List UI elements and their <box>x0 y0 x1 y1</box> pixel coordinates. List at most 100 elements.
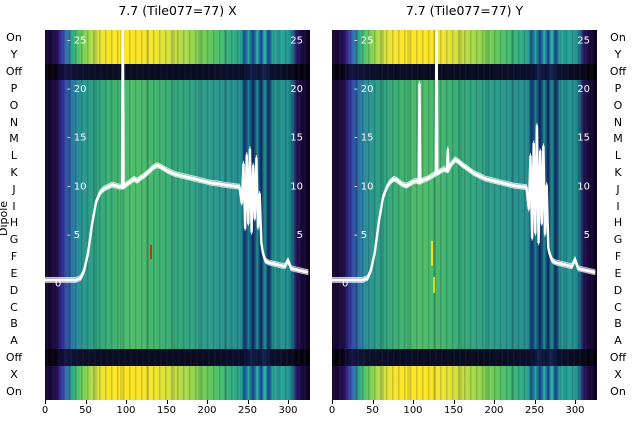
plot-title-x: 7.7 (Tile077=77) X <box>118 3 237 18</box>
x-tick-label: 100 <box>116 405 136 416</box>
heatmap-row-mid <box>45 265 310 283</box>
dipole-label-left: M <box>9 132 19 146</box>
x-tick-label: 0 <box>328 405 336 416</box>
dipole-label-right: M <box>613 132 623 146</box>
x-tick-label: 200 <box>197 405 217 416</box>
amp-tick-left: - 25 <box>67 36 87 47</box>
amp-tick-right: 15 <box>290 133 303 144</box>
dipole-label-right: Off <box>609 350 627 364</box>
heatmap-row-bright <box>332 366 597 384</box>
dipole-label-right: L <box>614 149 622 163</box>
x-tick-label: 200 <box>484 405 504 416</box>
heatmap-row-mid <box>332 130 597 148</box>
x-tick-mark <box>288 400 289 404</box>
plot-y-polarization: 7.7 (Tile077=77) Y - 25 - 20 - 15 - 10 - 5 0 2… <box>329 3 597 416</box>
heatmap-y <box>332 30 597 400</box>
dipole-label-right: O <box>613 98 623 112</box>
x-tick-label: 100 <box>403 405 423 416</box>
x-tick-mark <box>166 400 168 404</box>
heatmap-row-mid <box>45 231 310 249</box>
amp-tick-right: 25 <box>290 36 303 47</box>
dipole-label-left: B <box>10 317 18 331</box>
dipole-label-left: On <box>6 384 22 398</box>
heatmap-row-bright <box>332 46 597 64</box>
channel-texture <box>332 30 597 400</box>
dipole-label-right: Y <box>614 48 622 62</box>
dipole-label-right: F <box>614 250 622 264</box>
x-tick-label: 300 <box>565 405 585 416</box>
heatmap-row-mid <box>332 332 597 350</box>
heatmap-row-mid <box>332 299 597 316</box>
amp-tick-right: 20 <box>577 84 590 95</box>
dipole-label-left: L <box>10 149 18 163</box>
amplitude-curve <box>332 30 596 278</box>
amp-tick-left: - 20 <box>67 84 87 95</box>
x-tick-label: 0 <box>41 405 49 416</box>
amplitude-curve <box>45 30 309 282</box>
dipole-label-left: P <box>10 81 18 95</box>
channel-texture <box>45 30 310 400</box>
dipole-label-left: F <box>10 250 18 264</box>
curve-overlay-y: - 25 - 20 - 15 - 10 - 5 0 25 20 15 10 5 <box>332 30 596 293</box>
dipole-label-left: Off <box>5 350 23 364</box>
dipole-label-left: G <box>9 233 19 247</box>
heatmap-row-mid <box>332 282 597 299</box>
heatmap-row-bright <box>332 383 597 400</box>
heatmap-row-bright <box>45 383 310 400</box>
x-tick-mark <box>207 400 208 404</box>
heatmap-row-mid <box>45 248 310 266</box>
x-tick-mark <box>45 400 46 404</box>
dipole-axis-left: On Y Off P O N M L K J I H G F E D C B A Off X On <box>0 0 28 440</box>
dipole-label-right: J <box>616 182 620 196</box>
plot-x-polarization: 7.7 (Tile077=77) X - 25 - 20 - 15 - 10 - 5 0 2… <box>42 3 310 416</box>
heatmap-row-mid <box>332 231 597 249</box>
heatmap-row-mid <box>45 97 310 115</box>
dipole-label-right: E <box>614 266 622 280</box>
x-tick-label: 150 <box>443 405 464 416</box>
amp-tick-left: - 5 <box>67 230 80 241</box>
dipole-axis-right: On Y Off P O N M L K J I H G F E D C B A Off X On <box>598 0 638 440</box>
x-tick-label: 250 <box>524 405 545 416</box>
dipole-label-right: G <box>613 233 623 247</box>
dipole-label-right: P <box>614 81 622 95</box>
amp-tick-right: 25 <box>577 36 590 47</box>
dipole-label-left: X <box>10 367 18 381</box>
x-tick-label: 50 <box>366 405 379 416</box>
heatmap-row-mid <box>45 332 310 350</box>
amp-tick-left: 0 <box>342 279 348 290</box>
dipole-label-left: Y <box>10 48 18 62</box>
dipole-label-left: Off <box>5 65 23 79</box>
plot-title-y: 7.7 (Tile077=77) Y <box>405 3 524 18</box>
x-tick-mark <box>494 400 495 404</box>
amplitude-curve <box>332 30 596 283</box>
amp-tick-left: - 15 <box>354 133 374 144</box>
heatmap-x <box>45 30 310 400</box>
dipole-label-left: J <box>12 182 16 196</box>
amplitude-curve <box>332 30 596 280</box>
heatmap-row-bright <box>45 366 310 384</box>
heatmap-row-mid <box>45 147 310 165</box>
amp-tick-left: - 10 <box>354 181 374 192</box>
heatmap-row-mid <box>332 114 597 131</box>
dipole-label-right: H <box>613 216 623 230</box>
heatmap-row-dark <box>332 63 597 81</box>
dipole-label-left: A <box>10 334 18 348</box>
amp-tick-left: - 25 <box>354 36 374 47</box>
x-tick-mark <box>247 400 249 404</box>
curve-overlay-x: - 25 - 20 - 15 - 10 - 5 0 25 20 15 10 5 <box>45 30 309 290</box>
amplitude-curve <box>45 30 309 280</box>
heatmap-row-bright <box>45 30 310 47</box>
x-tick-label: 50 <box>79 405 92 416</box>
amplitude-curve <box>45 30 309 282</box>
amplitude-curve <box>332 30 596 282</box>
amp-tick-left: - 10 <box>67 181 87 192</box>
x-tick-mark <box>453 400 455 404</box>
dipole-label-left: I <box>12 199 16 213</box>
heatmap-row-mid <box>332 80 597 98</box>
dipole-label-left: O <box>9 98 19 112</box>
dipole-label-right: C <box>614 300 622 314</box>
heatmap-row-mid <box>45 114 310 131</box>
amp-tick-right: 5 <box>297 230 303 241</box>
amplitude-curve <box>45 30 309 283</box>
